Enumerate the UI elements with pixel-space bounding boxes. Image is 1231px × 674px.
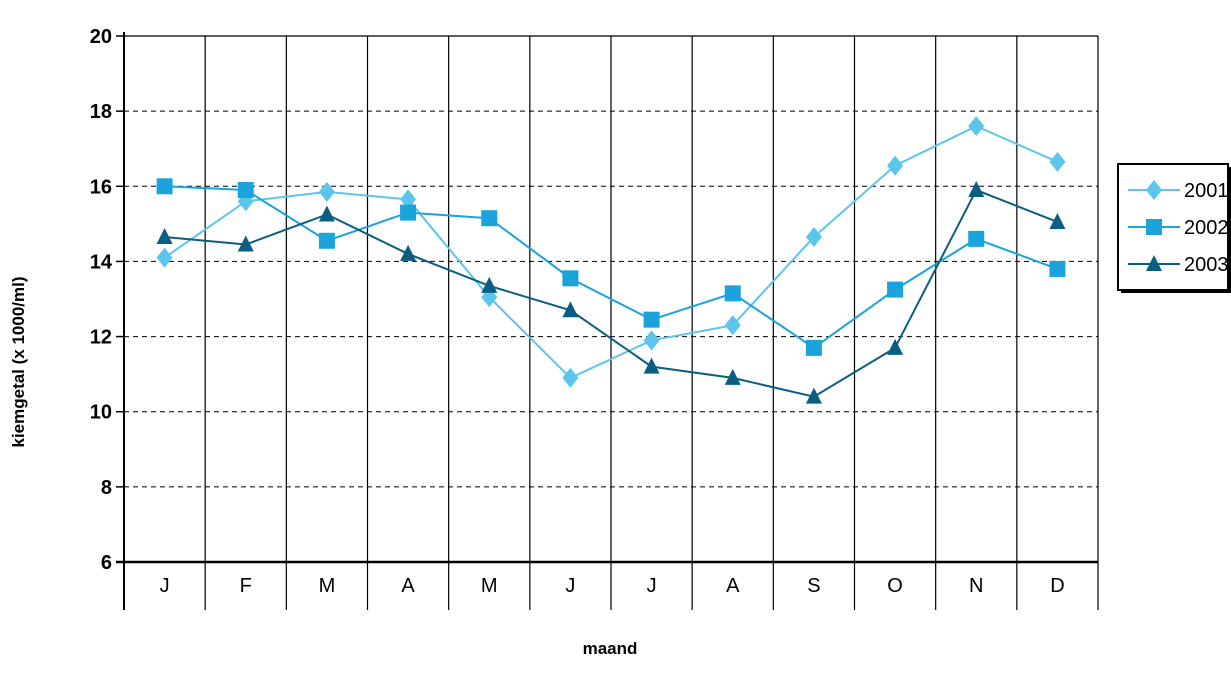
data-point-triangle xyxy=(1146,255,1162,271)
legend: 2001 2002 2003 xyxy=(1117,163,1231,293)
data-point-triangle xyxy=(724,368,741,385)
y-tick-label: 12 xyxy=(90,327,112,349)
data-point-diamond xyxy=(643,330,660,351)
data-point-triangle xyxy=(887,338,904,355)
data-point-triangle xyxy=(400,244,417,261)
series-2001 xyxy=(156,116,1066,388)
data-point-square xyxy=(400,204,417,221)
x-tick-label: M xyxy=(319,575,336,597)
data-point-diamond xyxy=(805,227,822,248)
legend-label: 2001 xyxy=(1184,180,1229,202)
y-tick-label: 16 xyxy=(90,176,112,198)
series-2003 xyxy=(156,181,1066,404)
x-tick-label: D xyxy=(1050,575,1064,597)
y-tick-label: 14 xyxy=(90,251,113,273)
legend-item-2003: 2003 xyxy=(1128,254,1229,276)
y-tick-label: 6 xyxy=(101,552,112,574)
series-line xyxy=(164,125,1058,380)
data-point-triangle xyxy=(237,235,254,252)
data-point-triangle xyxy=(562,301,579,318)
x-tick-label: O xyxy=(887,575,903,597)
data-point-diamond xyxy=(724,315,741,336)
data-point-square xyxy=(481,210,498,227)
series-line xyxy=(164,185,1058,350)
y-tick-label: 8 xyxy=(101,477,112,499)
legend-item-2002: 2002 xyxy=(1128,217,1229,239)
data-point-diamond xyxy=(1049,151,1066,172)
x-tick-label: N xyxy=(969,575,983,597)
x-tick-label: J xyxy=(160,575,170,597)
data-point-square xyxy=(643,311,660,328)
series-layer xyxy=(156,116,1066,404)
x-tick-label: J xyxy=(647,575,657,597)
data-point-square xyxy=(156,178,173,195)
data-point-square xyxy=(968,230,985,247)
data-point-square xyxy=(237,182,254,199)
data-point-triangle xyxy=(156,228,173,245)
data-point-diamond xyxy=(400,189,417,210)
data-point-square xyxy=(318,232,335,249)
data-point-square xyxy=(562,270,579,287)
data-point-square xyxy=(805,339,822,356)
data-point-diamond xyxy=(156,247,173,268)
data-point-diamond xyxy=(1146,180,1162,200)
series-2002 xyxy=(156,178,1066,356)
data-point-square xyxy=(1049,260,1066,277)
y-tick-label: 20 xyxy=(90,26,112,48)
data-point-square xyxy=(1146,219,1162,235)
data-point-triangle xyxy=(968,181,985,198)
data-point-triangle xyxy=(481,276,498,293)
y-tick-label: 18 xyxy=(90,101,112,123)
legend-label: 2003 xyxy=(1184,254,1229,276)
y-axis-label: kiemgetal (x 1000/ml) xyxy=(9,276,28,447)
x-tick-label: F xyxy=(240,575,252,597)
legend-label: 2002 xyxy=(1184,217,1229,239)
data-point-square xyxy=(724,285,741,302)
data-point-triangle xyxy=(643,357,660,374)
data-point-triangle xyxy=(318,205,335,222)
data-point-diamond xyxy=(887,155,904,176)
data-point-diamond xyxy=(968,116,985,137)
y-tick-label: 10 xyxy=(90,402,112,424)
series-line xyxy=(164,188,1058,398)
legend-item-2001: 2001 xyxy=(1128,180,1229,202)
grid xyxy=(123,35,1099,610)
x-tick-label: J xyxy=(565,575,575,597)
x-tick-label: M xyxy=(481,575,498,597)
data-point-diamond xyxy=(562,367,579,388)
x-tick-label: A xyxy=(401,575,415,597)
data-point-square xyxy=(887,281,904,298)
data-point-triangle xyxy=(1049,212,1066,229)
x-axis-label: maand xyxy=(583,639,638,658)
x-tick-label: A xyxy=(726,575,740,597)
axes: 6 8 10 12 14 16 18 20 J F M A M J J A S O N D xyxy=(90,26,1098,610)
data-point-diamond xyxy=(318,181,335,202)
axis-labels: kiemgetal (x 1000/ml) maand xyxy=(9,276,637,658)
x-tick-label: S xyxy=(807,575,820,597)
data-point-triangle xyxy=(805,387,822,404)
